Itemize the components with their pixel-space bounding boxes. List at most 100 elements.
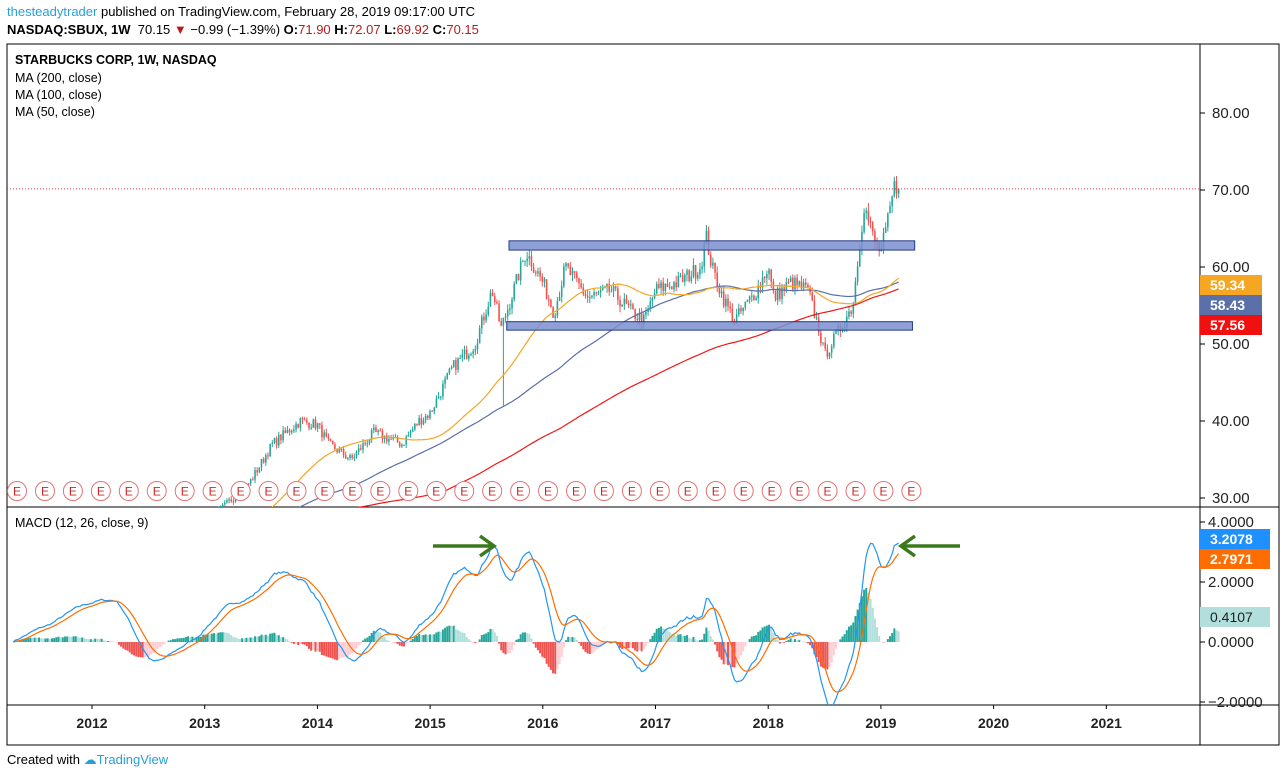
candle-body bbox=[306, 419, 308, 423]
symbol: NASDAQ:SBUX, 1W bbox=[7, 22, 131, 37]
candle-body bbox=[766, 274, 768, 279]
macd-histogram-bar bbox=[871, 607, 874, 642]
candle-body bbox=[416, 423, 418, 425]
earnings-marker bbox=[649, 481, 670, 501]
macd-histogram-bar bbox=[29, 637, 32, 642]
macd-histogram-bar bbox=[66, 636, 69, 642]
price-tick-label: 50.00 bbox=[1212, 336, 1250, 353]
earnings-label: E bbox=[432, 485, 440, 499]
macd-histogram-bar bbox=[355, 642, 358, 649]
macd-histogram-bar bbox=[778, 642, 781, 644]
macd-histogram-bar bbox=[96, 638, 99, 642]
macd-histogram-bar bbox=[27, 638, 30, 642]
macd-histogram-bar bbox=[171, 639, 174, 642]
candle-body bbox=[722, 291, 725, 307]
candle-body bbox=[595, 292, 598, 294]
macd-histogram-bar bbox=[692, 636, 695, 642]
candle-body bbox=[820, 332, 822, 344]
candle-body bbox=[655, 283, 658, 294]
candle-body bbox=[867, 210, 870, 222]
publish-info: thesteadytrader published on TradingView… bbox=[7, 4, 475, 19]
candle-body bbox=[677, 275, 680, 288]
candle-body bbox=[545, 279, 548, 300]
created-with: Created with bbox=[7, 752, 80, 767]
left-arrow-annotation bbox=[897, 534, 960, 558]
candle-body bbox=[196, 534, 198, 538]
macd-histogram-bar bbox=[89, 639, 92, 642]
macd-histogram-bar bbox=[526, 633, 529, 642]
macd-histogram-bar bbox=[742, 642, 745, 652]
candle-body bbox=[168, 542, 170, 544]
macd-histogram-bar bbox=[748, 639, 751, 642]
macd-histogram-bar bbox=[167, 640, 170, 642]
candle-body bbox=[138, 540, 140, 542]
earnings-marker bbox=[342, 481, 363, 501]
candle-body bbox=[696, 274, 699, 279]
macd-histogram-bar bbox=[569, 637, 572, 642]
candle-body bbox=[207, 521, 209, 526]
candle-body bbox=[681, 275, 684, 282]
candle-body bbox=[351, 455, 354, 458]
candle-body bbox=[172, 542, 174, 545]
author-link[interactable]: thesteadytrader bbox=[7, 4, 98, 19]
earnings-marker bbox=[314, 481, 335, 501]
macd-tick-label: 2.0000 bbox=[1208, 574, 1254, 591]
earnings-marker bbox=[90, 481, 111, 501]
tradingview-link[interactable]: TradingView bbox=[96, 752, 169, 767]
macd-histogram-bar bbox=[117, 642, 120, 645]
earnings-label: E bbox=[404, 485, 412, 499]
macd-histogram-bar bbox=[83, 638, 86, 642]
price-tick-label: 60.00 bbox=[1212, 259, 1250, 276]
macd-histogram-bar bbox=[744, 642, 747, 647]
macd-histogram-bar bbox=[644, 642, 647, 647]
candle-body bbox=[884, 227, 887, 233]
candle-body bbox=[314, 419, 317, 429]
macd-histogram-bar bbox=[154, 642, 157, 651]
earnings-label: E bbox=[879, 485, 887, 499]
macd-histogram-bar bbox=[277, 635, 280, 642]
macd-histogram-bar bbox=[737, 642, 740, 659]
macd-histogram-bar bbox=[761, 627, 764, 642]
candle-body bbox=[824, 342, 827, 349]
macd-histogram-bar bbox=[584, 642, 587, 652]
macd-histogram-bar bbox=[631, 642, 634, 649]
candle-body bbox=[703, 243, 706, 267]
candle-body bbox=[591, 295, 593, 298]
macd-histogram-bar bbox=[854, 616, 857, 642]
macd-histogram-bar bbox=[673, 634, 676, 642]
candle-body bbox=[517, 274, 520, 281]
ma100-line bbox=[298, 281, 899, 507]
macd-line bbox=[12, 542, 899, 705]
earnings-label: E bbox=[125, 485, 133, 499]
candle-body bbox=[25, 578, 27, 579]
macd-histogram-bar bbox=[735, 642, 738, 664]
macd-histogram-bar bbox=[204, 634, 207, 642]
candle-body bbox=[155, 547, 157, 550]
macd-histogram-bar bbox=[197, 636, 200, 642]
candle-body bbox=[228, 499, 230, 501]
macd-histogram-bar bbox=[284, 638, 287, 642]
candle-body bbox=[329, 438, 332, 441]
macd-histogram-bar bbox=[796, 640, 799, 642]
earnings-marker bbox=[454, 481, 475, 501]
candle-body bbox=[532, 267, 535, 273]
candle-body bbox=[815, 317, 818, 319]
high-value: 72.07 bbox=[348, 22, 381, 37]
candle-body bbox=[848, 311, 850, 317]
macd-histogram-bar bbox=[798, 640, 801, 642]
candle-body bbox=[45, 567, 47, 570]
ma-value-badge bbox=[1200, 275, 1262, 295]
candle-body bbox=[623, 298, 626, 305]
earnings-marker bbox=[510, 481, 531, 501]
candle-body bbox=[489, 292, 492, 307]
macd-histogram-bar bbox=[681, 635, 684, 642]
candle-body bbox=[71, 546, 73, 547]
earnings-label: E bbox=[376, 485, 384, 499]
ma50-value-label: 59.34 bbox=[1210, 277, 1245, 293]
candle-body bbox=[211, 518, 213, 523]
candle-body bbox=[232, 501, 235, 503]
macd-histogram-bar bbox=[705, 627, 708, 642]
macd-histogram-bar bbox=[349, 642, 352, 655]
macd-histogram-bar bbox=[206, 633, 209, 642]
